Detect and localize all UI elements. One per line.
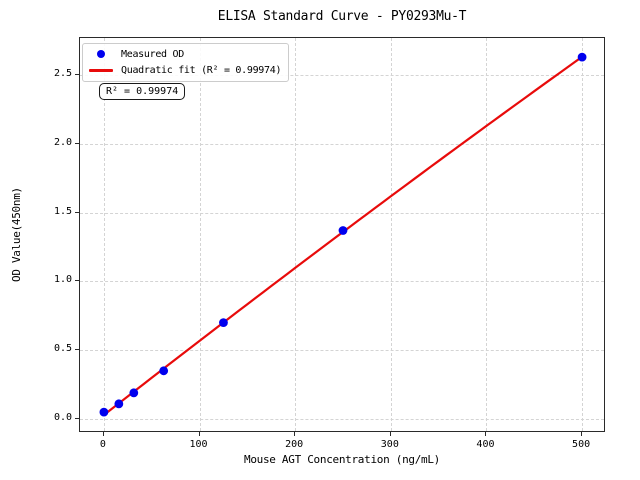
legend-item-quadratic-fit: Quadratic fit (R² = 0.99974) (88, 62, 281, 78)
y-tick (75, 417, 79, 419)
data-point (114, 399, 124, 409)
x-gridline (295, 38, 297, 431)
x-gridline (103, 38, 105, 431)
legend-marker-cell (88, 50, 114, 58)
legend-label-measured-od: Measured OD (121, 48, 184, 60)
x-tick-label: 100 (189, 439, 208, 450)
x-gridline (390, 38, 392, 431)
fit-line-icon (89, 68, 113, 72)
y-tick (75, 142, 79, 144)
y-tick-label: 2.0 (53, 136, 72, 148)
x-tick-label: 400 (476, 439, 495, 450)
x-tick (389, 432, 391, 436)
y-gridline (80, 281, 604, 283)
y-tick (75, 211, 79, 213)
legend-marker-cell (88, 68, 114, 72)
y-axis-label: OD Value(450nm) (10, 187, 23, 282)
x-axis-label: Mouse AGT Concentration (ng/mL) (244, 453, 440, 466)
data-series-layer (99, 52, 587, 417)
y-gridline (80, 418, 604, 420)
chart-title: ELISA Standard Curve - PY0293Mu-T (217, 9, 467, 24)
x-gridline (486, 38, 488, 431)
y-tick-label: 0.5 (53, 343, 72, 355)
plot-area: Measured OD Quadratic fit (R² = 0.99974)… (79, 37, 605, 432)
y-tick-label: 0.0 (53, 411, 72, 423)
y-tick (75, 74, 79, 75)
data-point (577, 52, 587, 62)
x-tick (102, 432, 104, 436)
y-gridline (80, 350, 604, 352)
quadratic-fit-line (103, 55, 583, 416)
y-gridline (80, 75, 604, 76)
data-point (338, 226, 348, 235)
x-tick (581, 432, 583, 436)
scatter-marker-icon (97, 50, 105, 58)
data-point (129, 388, 139, 398)
x-tick-label: 300 (380, 439, 399, 450)
y-gridline (80, 143, 604, 145)
x-tick-label: 200 (285, 439, 304, 450)
x-tick (294, 432, 296, 436)
y-tick-label: 1.5 (53, 205, 72, 217)
x-tick (485, 432, 487, 436)
y-tick-label: 1.0 (53, 274, 72, 286)
legend: Measured OD Quadratic fit (R² = 0.99974) (82, 43, 290, 82)
legend-label-quadratic-fit: Quadratic fit (R² = 0.99974) (121, 64, 282, 76)
y-tick (75, 280, 79, 282)
data-point (159, 366, 169, 376)
x-tick-label: 0 (99, 439, 106, 450)
data-point (219, 318, 228, 328)
x-gridline (199, 38, 201, 431)
y-tick (75, 349, 79, 351)
y-gridline (80, 212, 604, 214)
legend-item-measured-od: Measured OD (88, 46, 281, 62)
y-tick-label: 2.5 (53, 68, 72, 79)
x-tick-label: 500 (572, 439, 591, 450)
data-point (99, 407, 109, 417)
x-tick (198, 432, 200, 436)
r-squared-annotation: R² = 0.99974 (99, 83, 186, 100)
x-gridline (582, 38, 584, 431)
